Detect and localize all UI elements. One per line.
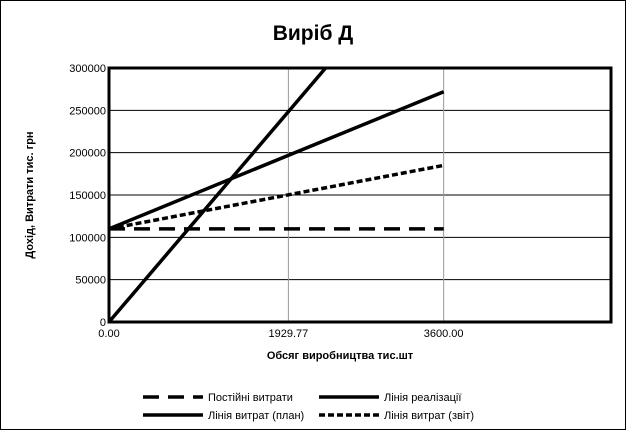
y-axis-label: Дохід, Витрати тис. грн — [24, 131, 36, 258]
legend-label: Постійні витрати — [208, 392, 293, 404]
x-tick-label: 0.00 — [98, 328, 119, 340]
y-tick-label: 200000 — [69, 148, 106, 160]
series-line-3 — [108, 90, 445, 231]
series-line-4 — [108, 163, 444, 231]
x-tick-label: 3600.00 — [424, 328, 464, 340]
legend: Постійні витрати Лінія реалізації Лінія ви… — [143, 392, 474, 422]
legend-label: Лінія витрат (план) — [208, 410, 304, 422]
plot-area-frame — [107, 66, 613, 324]
y-tick-label: 250000 — [69, 105, 106, 117]
legend-label: Лінія витрат (звіт) — [384, 410, 474, 422]
x-axis-label: Обсяг виробництва тис.шт — [267, 350, 414, 362]
legend-label: Лінія реалізації — [384, 392, 461, 404]
series-line-2 — [107, 66, 327, 324]
y-tick-label: 50000 — [75, 275, 106, 287]
x-tick-label: 1929.77 — [269, 328, 309, 340]
y-tick-label: 150000 — [69, 190, 106, 202]
y-tick-label: 100000 — [69, 232, 106, 244]
y-tick-label: 0 — [100, 317, 106, 329]
chart-title: Виріб Д — [273, 22, 354, 45]
y-tick-label: 300000 — [69, 63, 106, 75]
